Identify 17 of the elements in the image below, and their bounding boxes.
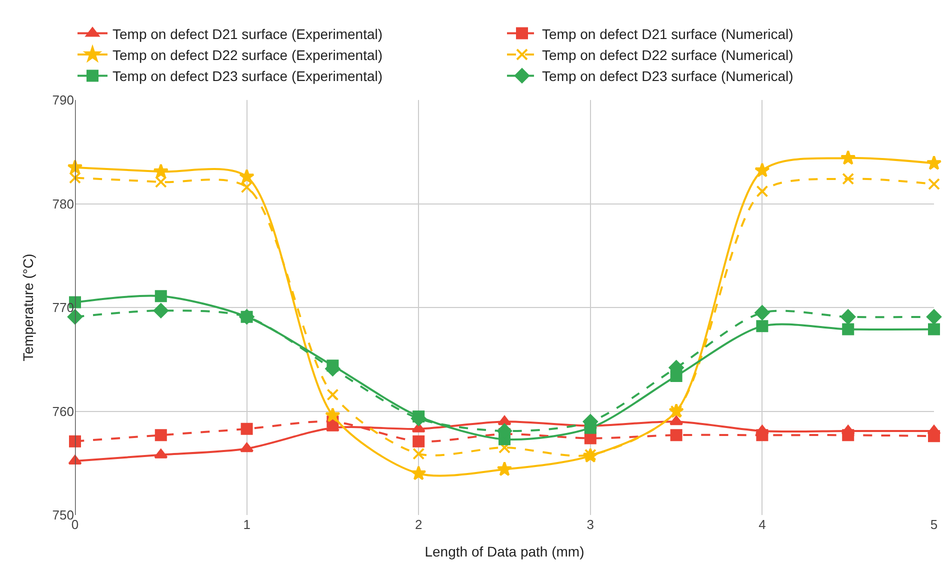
- y-tick-label: 770: [52, 300, 74, 316]
- x-tick-label: 1: [243, 517, 250, 532]
- x-tick-label: 3: [586, 517, 594, 532]
- x-axis-title: Length of Data path (mm): [424, 543, 584, 560]
- legend-label: Temp on defect D22 surface (Experimental): [112, 46, 383, 63]
- legend-label: Temp on defect D23 surface (Numerical): [542, 68, 794, 84]
- x-tick-label: 4: [758, 517, 766, 532]
- legend-label: Temp on defect D22 surface (Numerical): [542, 46, 794, 63]
- legend-label: Temp on defect D21 surface (Numerical): [542, 26, 794, 42]
- legend-label: Temp on defect D23 surface (Experimental): [112, 68, 383, 84]
- legend-label: Temp on defect D21 surface (Experimental): [112, 26, 383, 42]
- y-tick-label: 760: [52, 404, 74, 419]
- y-tick-label: 780: [52, 196, 74, 212]
- x-tick-label: 5: [930, 517, 938, 532]
- x-tick-label: 2: [414, 517, 422, 532]
- y-tick-label: 790: [52, 92, 74, 108]
- y-axis-title: Temperature (°C): [20, 254, 36, 362]
